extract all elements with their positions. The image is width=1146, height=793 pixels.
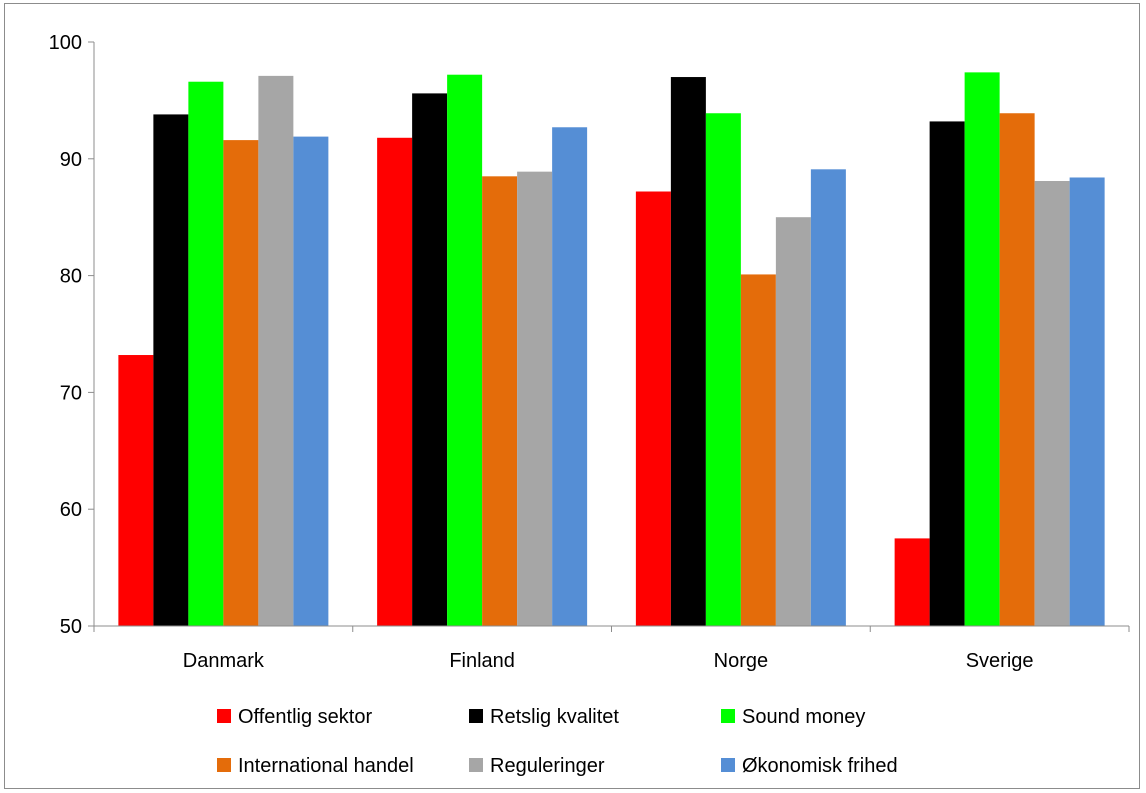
bar-norge-sound-money [705, 113, 741, 627]
legend-label: International handel [238, 755, 414, 777]
x-ticks-group: Danmark Finland Norge Sverige [93, 626, 1130, 672]
bar-norge-økonomisk-frihed [810, 169, 846, 626]
bar-finland-økonomisk-frihed [552, 127, 588, 626]
y-tick-label: 50 [60, 616, 82, 638]
bar-finland-reguleringer [517, 171, 553, 626]
x-tick-label-finland: Finland [449, 650, 515, 672]
y-tick-label: 70 [60, 382, 82, 404]
legend-label: Offentlig sektor [238, 706, 372, 728]
bar-sverige-sound-money [964, 72, 1000, 627]
legend-swatch [469, 709, 483, 723]
bar-sverige-økonomisk-frihed [1069, 177, 1105, 626]
legend-swatch [721, 758, 735, 772]
y-ticks-group: 50 60 70 80 90 100 [49, 32, 94, 638]
bar-sverige-retslig-kvalitet [929, 121, 965, 626]
bar-sverige-reguleringer [1034, 180, 1070, 626]
bar-danmark-offentlig-sektor [118, 355, 154, 626]
bar-danmark-økonomisk-frihed [293, 136, 329, 626]
bar-norge-reguleringer [775, 217, 811, 626]
bar-danmark-reguleringer [258, 75, 294, 626]
legend: Offentlig sektor Retslig kvalitet Sound mo… [217, 706, 898, 777]
legend-item-international-handel: International handel [217, 755, 414, 777]
bar-finland-sound-money [447, 74, 483, 627]
y-tick-label: 90 [60, 149, 82, 171]
x-tick-label-sverige: Sverige [966, 650, 1034, 672]
bar-finland-international-handel [482, 176, 518, 626]
legend-label: Økonomisk frihed [742, 755, 898, 777]
bar-sverige-international-handel [999, 113, 1035, 627]
bar-danmark-sound-money [188, 81, 224, 627]
bar-danmark-retslig-kvalitet [153, 114, 189, 626]
bar-finland-retslig-kvalitet [412, 93, 448, 627]
bar-danmark-international-handel [223, 140, 259, 626]
x-tick-label-norge: Norge [714, 650, 768, 672]
bar-norge-offentlig-sektor [635, 191, 671, 626]
legend-swatch [217, 758, 231, 772]
legend-item-offentlig-sektor: Offentlig sektor [217, 706, 372, 728]
bars-group [118, 72, 1105, 627]
y-tick-label: 100 [49, 32, 82, 54]
legend-item-retslig-kvalitet: Retslig kvalitet [469, 706, 619, 728]
legend-label: Sound money [742, 706, 865, 728]
legend-item-reguleringer: Reguleringer [469, 755, 605, 777]
legend-item-sound-money: Sound money [721, 706, 865, 728]
bar-sverige-offentlig-sektor [894, 538, 930, 626]
legend-label: Retslig kvalitet [490, 706, 619, 728]
bar-norge-retslig-kvalitet [670, 77, 706, 627]
legend-item-økonomisk-frihed: Økonomisk frihed [721, 755, 898, 777]
y-tick-label: 60 [60, 499, 82, 521]
bar-norge-international-handel [740, 274, 776, 626]
legend-swatch [721, 709, 735, 723]
bar-finland-offentlig-sektor [377, 137, 413, 626]
y-tick-label: 80 [60, 266, 82, 288]
legend-swatch [469, 758, 483, 772]
legend-label: Reguleringer [490, 755, 605, 777]
legend-swatch [217, 709, 231, 723]
x-tick-label-danmark: Danmark [183, 650, 265, 672]
